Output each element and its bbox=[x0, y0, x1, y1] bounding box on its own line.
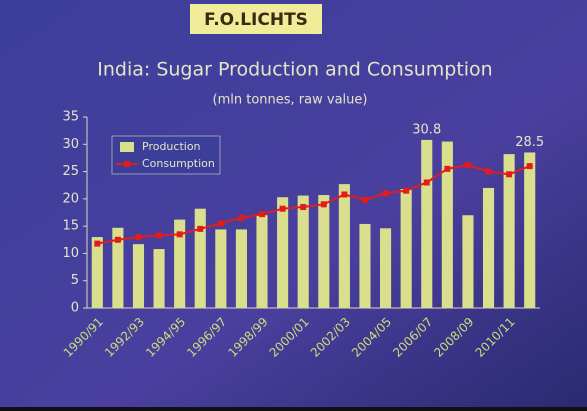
bar bbox=[524, 152, 536, 308]
bar bbox=[112, 227, 124, 308]
legend-swatch-marker bbox=[124, 161, 130, 167]
logo-box bbox=[190, 4, 322, 34]
marker bbox=[464, 162, 471, 169]
bar bbox=[256, 215, 268, 308]
marker bbox=[485, 168, 492, 175]
marker bbox=[506, 171, 513, 178]
marker bbox=[279, 205, 286, 212]
y-tick-label: 30 bbox=[62, 137, 79, 152]
y-tick-label: 20 bbox=[62, 191, 79, 206]
y-tick-label: 25 bbox=[62, 164, 79, 179]
marker bbox=[135, 234, 142, 241]
marker bbox=[320, 201, 327, 208]
bar bbox=[194, 208, 206, 308]
bar bbox=[400, 189, 412, 308]
line bbox=[97, 163, 531, 245]
bar bbox=[174, 219, 186, 308]
marker bbox=[341, 191, 348, 198]
y-tick-label: 35 bbox=[62, 110, 79, 125]
bar bbox=[462, 215, 474, 308]
marker bbox=[114, 236, 121, 243]
bar bbox=[421, 139, 433, 308]
bar bbox=[277, 197, 289, 308]
bar bbox=[338, 184, 350, 308]
bar bbox=[482, 187, 495, 308]
bar bbox=[441, 141, 453, 308]
marker bbox=[176, 231, 183, 238]
bar bbox=[235, 229, 247, 308]
logo: F.O.LICHTS bbox=[204, 10, 308, 30]
marker bbox=[382, 190, 389, 197]
y-tick-label: 0 bbox=[71, 301, 79, 316]
bar bbox=[318, 195, 330, 308]
marker bbox=[300, 204, 307, 211]
marker bbox=[238, 214, 245, 221]
marker bbox=[403, 187, 410, 194]
chart-title: India: Sugar Production and Consumption bbox=[97, 59, 492, 81]
chart-subtitle: (mln tonnes, raw value) bbox=[213, 93, 368, 108]
marker bbox=[444, 165, 451, 172]
marker bbox=[526, 163, 533, 170]
marker bbox=[423, 179, 430, 186]
marker bbox=[361, 196, 368, 203]
bar bbox=[380, 228, 392, 308]
marker bbox=[94, 240, 101, 247]
data-label: 30.8 bbox=[412, 122, 441, 137]
bar bbox=[503, 154, 515, 308]
y-tick-label: 5 bbox=[71, 273, 79, 288]
y-tick-label: 15 bbox=[62, 219, 79, 234]
legend-swatch bbox=[120, 142, 134, 152]
data-label: 28.5 bbox=[515, 135, 544, 150]
marker bbox=[259, 211, 266, 218]
y-tick-label: 10 bbox=[62, 246, 79, 261]
legend-label: Consumption bbox=[142, 157, 215, 170]
bar bbox=[297, 195, 309, 308]
marker bbox=[217, 220, 224, 227]
bar bbox=[91, 237, 103, 308]
bar bbox=[215, 229, 227, 308]
marker bbox=[197, 225, 204, 232]
bar bbox=[359, 223, 371, 308]
bar bbox=[132, 244, 145, 308]
legend-label: Production bbox=[142, 140, 201, 153]
bar bbox=[153, 249, 165, 308]
marker bbox=[156, 232, 163, 239]
